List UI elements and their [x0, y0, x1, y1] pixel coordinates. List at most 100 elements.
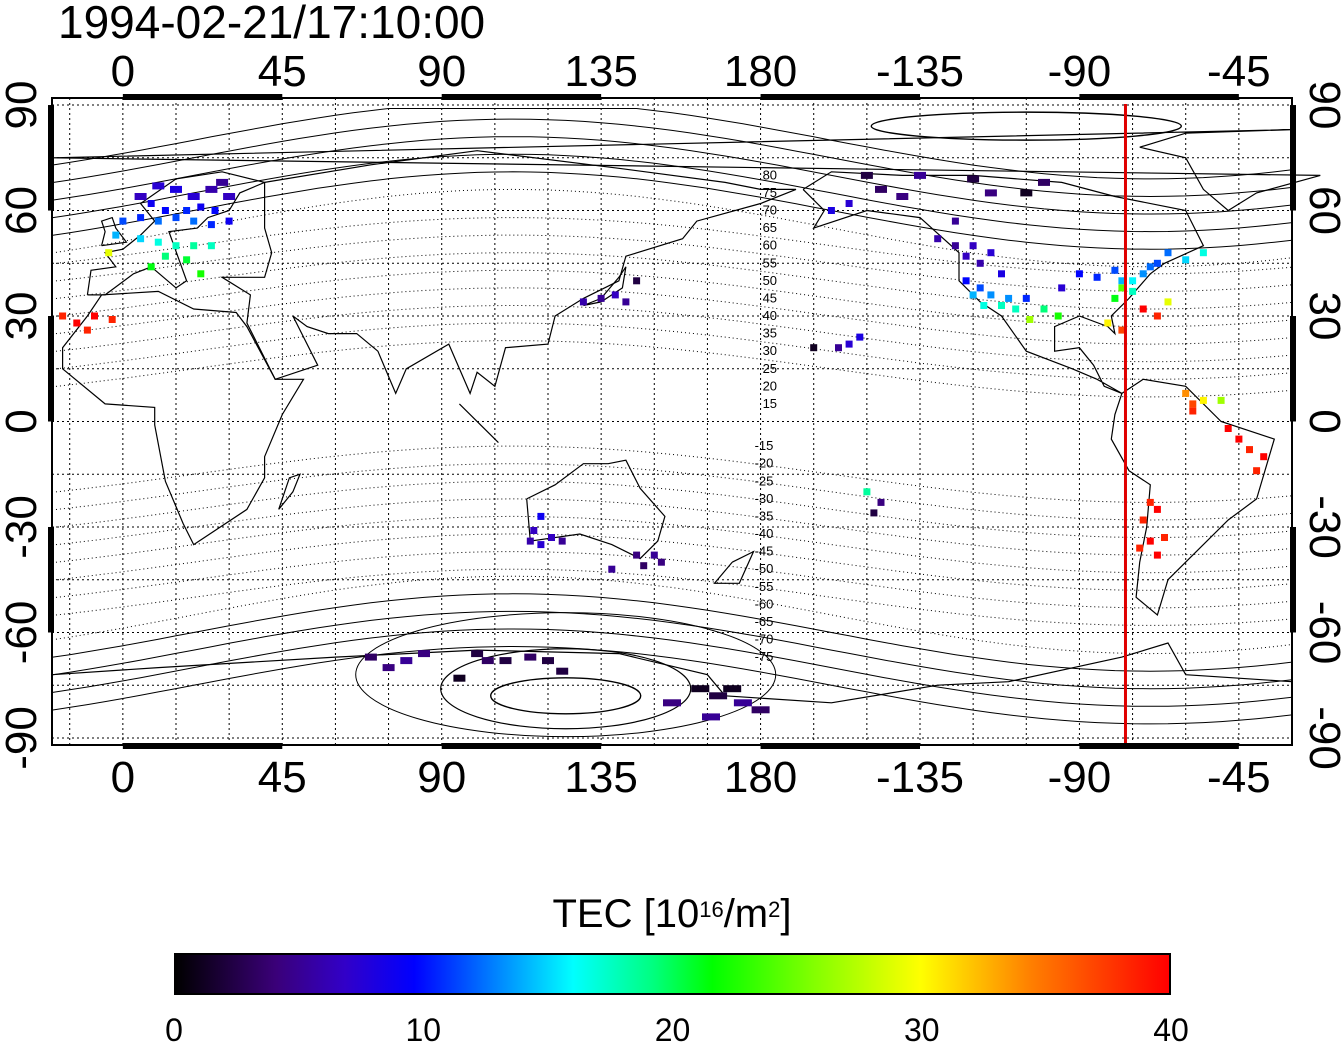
contour-label: -25 — [755, 473, 774, 488]
contour-line — [51, 645, 1293, 725]
tec-point — [914, 171, 926, 179]
contour-label: 55 — [763, 255, 777, 270]
tec-point — [1118, 284, 1126, 292]
tec-point — [91, 312, 98, 320]
axis-bar-bottom — [1079, 743, 1239, 749]
lat-tick-label-right: -60 — [1300, 601, 1344, 665]
tec-point — [216, 178, 229, 186]
contour-label: -75 — [755, 649, 774, 664]
tec-point — [967, 175, 980, 183]
contour-line — [51, 610, 1293, 690]
contour-line — [51, 304, 1293, 363]
tec-point — [1217, 396, 1225, 404]
tec-point — [147, 200, 155, 207]
contour-line — [51, 593, 1293, 672]
tec-point — [976, 284, 984, 292]
tec-point — [1118, 277, 1126, 285]
tec-point — [951, 242, 959, 250]
axis-bar-left — [48, 105, 54, 211]
tec-point — [1139, 270, 1147, 278]
tec-point — [1093, 273, 1101, 281]
contour-ring — [440, 648, 692, 730]
contour-line — [51, 463, 1293, 521]
tec-point — [481, 657, 494, 665]
tec-point — [453, 674, 466, 682]
axis-bar-top — [441, 94, 602, 100]
tec-point — [364, 653, 377, 661]
tec-point — [870, 509, 878, 517]
axis-bar-left — [48, 316, 54, 422]
lon-tick-label-top: 90 — [417, 47, 466, 96]
tec-point — [471, 650, 484, 658]
tec-point — [650, 551, 658, 559]
contour-line — [51, 551, 1293, 609]
lon-tick-label-bottom: 180 — [724, 753, 797, 802]
tec-point — [1104, 319, 1112, 327]
contour-line — [51, 515, 1293, 574]
tec-point — [845, 340, 853, 348]
tec-point — [105, 249, 113, 257]
tec-point — [1038, 178, 1050, 186]
tec-point — [73, 319, 81, 327]
lat-tick-label-right: 90 — [1300, 81, 1344, 130]
coastline — [278, 473, 302, 510]
contour-line — [51, 628, 1293, 707]
contour-line — [51, 252, 1293, 310]
contour-label: 75 — [763, 185, 777, 200]
lat-tick-label-right: -90 — [1300, 706, 1344, 770]
contour-label: 65 — [763, 220, 777, 235]
coastline — [526, 459, 666, 560]
contour-line — [51, 188, 1293, 268]
colorbar-tick-label: 20 — [654, 1012, 691, 1048]
tec-point — [207, 221, 215, 229]
tec-point — [863, 488, 871, 496]
contour-line — [51, 269, 1293, 328]
tec-point — [987, 249, 995, 257]
tec-point — [962, 252, 970, 260]
tec-point — [969, 242, 977, 250]
coastline — [51, 642, 1293, 704]
tec-point — [998, 302, 1005, 309]
tec-point — [1199, 396, 1207, 404]
lon-tick-label-top: 45 — [258, 47, 307, 96]
lat-tick-label-left: 90 — [0, 81, 46, 130]
colorbar-tick-label: 10 — [405, 1012, 442, 1048]
tec-point — [134, 193, 147, 200]
tec-point — [827, 207, 835, 214]
tec-point — [190, 242, 198, 250]
tec-point — [835, 344, 842, 352]
colorbar — [174, 953, 1171, 995]
tec-point — [183, 256, 191, 264]
contour-label: 15 — [763, 396, 777, 411]
contour-line — [51, 217, 1293, 275]
tec-point — [1129, 277, 1137, 285]
graticule — [52, 98, 1293, 745]
tec-point — [1199, 249, 1207, 257]
tec-point — [1118, 326, 1126, 334]
lat-tick-label-left: -30 — [0, 495, 46, 559]
tec-point — [548, 534, 555, 541]
lon-tick-label-bottom: -135 — [876, 753, 964, 802]
tec-point — [962, 277, 970, 285]
tec-point — [896, 193, 909, 200]
contour-line — [51, 498, 1293, 556]
tec-point — [579, 298, 587, 306]
contour-label: -45 — [755, 544, 774, 559]
tec-point — [119, 217, 127, 225]
contour-labels: 80 75 70 65 60 55 50 45 40 35 30 25 20 15 -15 -20 -25 -30… — [755, 167, 777, 664]
tec-point — [152, 182, 165, 190]
tec-point — [187, 193, 200, 200]
tec-point — [1040, 305, 1048, 313]
tec-point — [633, 277, 641, 285]
tec-point — [691, 685, 710, 693]
tec-point — [1075, 270, 1083, 278]
tec-point — [845, 200, 853, 207]
tec-point — [984, 189, 997, 197]
contour-line — [51, 287, 1293, 345]
tec-point — [223, 193, 236, 200]
tec-point — [211, 207, 219, 214]
lon-tick-label-top: 0 — [111, 47, 135, 96]
tec-point — [1020, 189, 1033, 197]
tec-point — [197, 270, 205, 278]
axis-bar-left — [48, 526, 54, 633]
